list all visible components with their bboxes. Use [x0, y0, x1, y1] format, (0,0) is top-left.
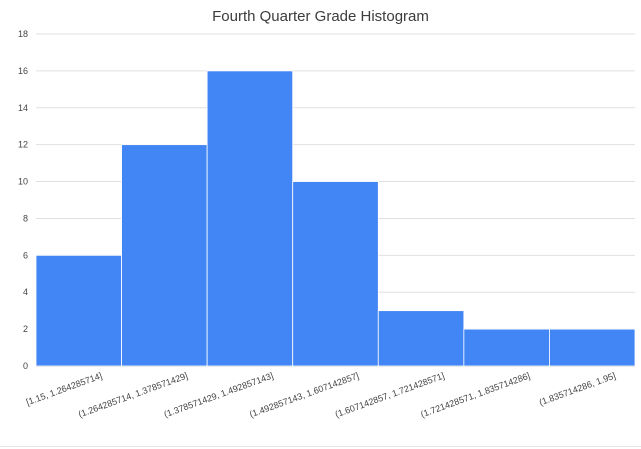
histogram-bar — [35, 254, 122, 367]
x-category-label: (1.835714286, 1.95] — [538, 370, 617, 407]
bottom-divider — [0, 446, 641, 447]
chart-title: Fourth Quarter Grade Histogram — [212, 8, 429, 25]
histogram-bar — [121, 144, 208, 367]
y-tick-label: 12 — [18, 140, 28, 150]
y-tick-label: 6 — [23, 250, 28, 260]
histogram-bar — [206, 70, 294, 367]
y-tick-label: 8 — [23, 213, 28, 223]
y-tick-label: 18 — [18, 29, 28, 39]
y-tick-label: 4 — [23, 287, 28, 297]
histogram-bar — [292, 181, 379, 367]
y-tick-label: 2 — [23, 324, 28, 334]
y-tick-label: 14 — [18, 103, 28, 113]
histogram-bar — [377, 310, 465, 367]
histogram-bar — [549, 328, 636, 367]
y-tick-label: 10 — [18, 177, 28, 187]
histogram-bar — [463, 328, 550, 367]
y-tick-label: 16 — [18, 66, 28, 76]
x-category-label: [1.15, 1.264285714] — [25, 370, 104, 407]
y-tick-label: 0 — [23, 361, 28, 371]
